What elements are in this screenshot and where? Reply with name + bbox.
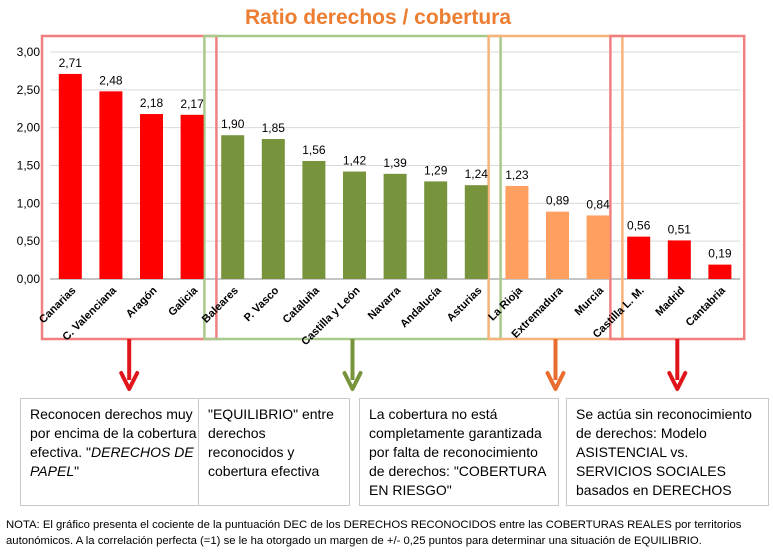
box-derechos-de-papel-text: Reconocen derechos muy por encima de la … — [30, 406, 197, 460]
bar-17 — [708, 264, 732, 279]
bar-7 — [302, 160, 326, 279]
bar-4 — [180, 114, 204, 279]
data-label: 2,71 — [59, 56, 83, 70]
arrow-head-asistencial — [667, 371, 688, 391]
bar-14 — [586, 215, 610, 279]
box-derechos-de-papel-emphasis: DERECHOS DE PAPEL — [30, 444, 194, 479]
bar-10 — [424, 181, 448, 279]
data-label: 0,51 — [668, 222, 692, 236]
y-tick-label: 0,00 — [17, 272, 41, 286]
bars — [58, 73, 732, 280]
category-label: Baleares — [200, 285, 241, 326]
footnote: NOTA: El gráfico presenta el cociente de… — [6, 519, 742, 547]
box-derechos-de-papel-close: " — [74, 463, 80, 479]
data-label: 2,48 — [99, 73, 123, 87]
data-label: 1,56 — [302, 143, 326, 157]
y-tick-label: 2,00 — [17, 121, 41, 135]
box-modelo-asistencial-text: Se actúa sin reconocimiento de derechos:… — [576, 406, 752, 498]
category-label: Andalucía — [398, 284, 444, 330]
data-label: 0,56 — [627, 219, 651, 233]
box-equilibrio-text: "EQUILIBRIO" entre derechos reconocidos … — [208, 406, 334, 479]
data-label: 1,42 — [343, 154, 367, 168]
category-label: Asturias — [445, 285, 485, 325]
data-label: 0,19 — [708, 247, 732, 261]
y-tick-label: 2,50 — [17, 83, 41, 97]
data-label: 1,39 — [383, 156, 407, 170]
data-labels: 2,71 2,48 2,18 2,17 1,90 1,85 1,56 1,42 1,39 1,29… — [59, 56, 732, 261]
box-derechos-de-papel: Reconocen derechos muy por encima de la … — [20, 398, 209, 506]
y-tick-label: 1,50 — [17, 159, 41, 173]
box-modelo-asistencial: Se actúa sin reconocimiento de derechos:… — [566, 398, 769, 506]
bar-6 — [261, 139, 285, 279]
data-label: 1,24 — [465, 167, 489, 181]
bar-3 — [140, 114, 163, 280]
category-label: Murcia — [573, 284, 607, 318]
category-label: Madrid — [653, 285, 687, 319]
bar-16 — [667, 240, 691, 279]
arrow-head-derechos-de-papel — [119, 371, 140, 391]
y-tick-label: 3,00 — [17, 45, 41, 59]
bar-11 — [464, 185, 488, 279]
category-label: Aragón — [124, 284, 160, 320]
bar-12 — [505, 185, 529, 279]
bar-2 — [99, 91, 123, 279]
box-cobertura-en-riesgo-text: La cobertura no está completamente garan… — [369, 406, 546, 498]
box-equilibrio: "EQUILIBRIO" entre derechos reconocidos … — [198, 398, 350, 506]
ratio-bar-chart: Ratio derechos / cobertura 2,712,482,18 2… — [17, 6, 746, 391]
y-tick-label: 0,50 — [17, 234, 41, 248]
y-axis-ticks: 0,00 0,50 1,00 1,50 2,00 2,50 3,00 — [17, 45, 41, 286]
data-label: 1,23 — [505, 168, 529, 182]
bar-8 — [343, 171, 366, 279]
category-label: P. Vasco — [242, 284, 282, 324]
category-label: La Rioja — [486, 284, 525, 323]
data-label: 1,29 — [424, 163, 448, 177]
chart-title: Ratio derechos / cobertura — [245, 6, 511, 29]
category-label: Cataluña — [281, 284, 323, 326]
category-label: Canarias — [37, 285, 78, 326]
category-label: Galicia — [166, 284, 201, 319]
data-label: 1,85 — [262, 121, 286, 135]
data-label: 2,17 — [180, 97, 204, 111]
bar-13 — [546, 211, 569, 279]
bar-9 — [383, 173, 407, 279]
category-label: Cantabria — [684, 284, 729, 329]
data-label: 1,90 — [221, 117, 245, 131]
data-label: 2,18 — [140, 96, 164, 110]
arrow-head-cobertura-en-riesgo — [545, 371, 566, 391]
arrow-head-equilibrio — [342, 371, 363, 391]
category-label: Navarra — [366, 284, 404, 322]
y-tick-label: 1,00 — [17, 196, 41, 210]
data-label: 0,84 — [586, 197, 610, 211]
data-label: 0,89 — [546, 194, 570, 208]
group-arrows — [119, 339, 688, 391]
bar-1 — [58, 73, 82, 280]
bar-5 — [221, 135, 245, 279]
bar-15 — [627, 236, 651, 279]
box-cobertura-en-riesgo: La cobertura no está completamente garan… — [359, 398, 559, 506]
